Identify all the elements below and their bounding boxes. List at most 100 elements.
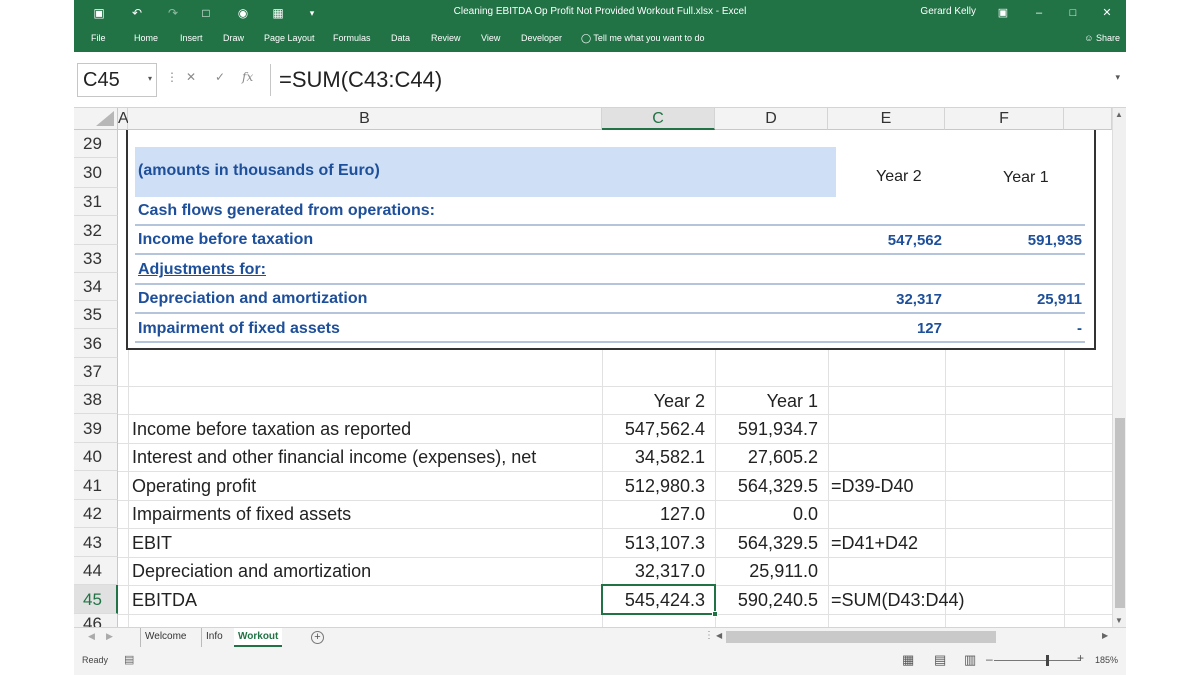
cell-d41[interactable]: 564,329.5 xyxy=(737,476,818,496)
cell-d44[interactable]: 25,911.0 xyxy=(749,561,818,581)
cell-b43[interactable]: EBIT xyxy=(132,533,173,553)
cell-c44[interactable]: 32,317.0 xyxy=(634,561,705,581)
cell-b39[interactable]: Income before taxation as reported xyxy=(132,419,412,439)
column-header-f[interactable]: F xyxy=(945,108,1064,130)
next-sheet-icon[interactable]: ▶ xyxy=(106,631,113,641)
row-header[interactable]: 30 xyxy=(74,158,118,188)
restore-icon[interactable]: □ xyxy=(1069,7,1077,19)
save-icon[interactable]: ▣ xyxy=(93,6,105,20)
cell-b45[interactable]: EBITDA xyxy=(132,590,198,610)
tab-data[interactable]: Data xyxy=(391,33,411,43)
tell-me-search[interactable]: ◯ Tell me what you want to do xyxy=(581,33,704,44)
zoom-slider-thumb[interactable] xyxy=(1046,655,1049,666)
tab-formulas[interactable]: Formulas xyxy=(333,33,371,43)
calculator-icon[interactable]: ▦ xyxy=(272,6,284,20)
chevron-down-icon[interactable]: ▾ xyxy=(147,74,152,83)
minimize-icon[interactable]: – xyxy=(1035,7,1043,19)
row-header[interactable]: 34 xyxy=(74,273,118,301)
cell-d38[interactable]: Year 1 xyxy=(766,391,818,411)
vertical-scroll-thumb[interactable] xyxy=(1115,418,1125,608)
tab-page-layout[interactable]: Page Layout xyxy=(264,33,315,43)
row-header[interactable]: 29 xyxy=(74,130,118,158)
column-header-c[interactable]: C xyxy=(602,108,715,130)
select-all-button[interactable] xyxy=(74,108,118,130)
sheet-tab-info[interactable]: Info xyxy=(201,628,227,647)
sheet-tab-workout[interactable]: Workout xyxy=(234,628,283,647)
cell-c42[interactable]: 127.0 xyxy=(659,504,705,524)
cell-d40[interactable]: 27,605.2 xyxy=(747,447,818,467)
split-handle-icon[interactable]: ⋮ xyxy=(704,630,714,641)
cell-c38[interactable]: Year 2 xyxy=(653,391,705,411)
macro-record-icon[interactable]: ▤ xyxy=(124,654,135,666)
expand-formula-bar-icon[interactable]: ▾ xyxy=(1115,72,1120,82)
row-header[interactable]: 32 xyxy=(74,216,118,245)
cell-b40[interactable]: Interest and other financial income (exp… xyxy=(132,447,537,467)
redo-icon[interactable]: ↷ xyxy=(167,6,179,20)
tab-view[interactable]: View xyxy=(481,33,501,43)
row-header[interactable]: 41 xyxy=(74,471,118,500)
row-header[interactable]: 46 xyxy=(74,614,118,627)
cell-b41[interactable]: Operating profit xyxy=(132,476,257,496)
column-header-b[interactable]: B xyxy=(128,108,602,130)
share-button[interactable]: ☺ Share xyxy=(1084,33,1120,43)
column-header-a[interactable]: A xyxy=(118,108,129,130)
scroll-left-icon[interactable]: ◀ xyxy=(716,631,723,640)
row-header[interactable]: 36 xyxy=(74,329,118,358)
tab-home[interactable]: Home xyxy=(134,33,159,43)
cell-e45[interactable]: =SUM(D43:D44) xyxy=(831,590,965,610)
ribbon-display-icon[interactable]: ▣ xyxy=(997,7,1009,19)
name-box[interactable]: C45 xyxy=(77,63,157,97)
cell-c45[interactable]: 545,424.3 xyxy=(624,590,705,610)
scroll-right-icon[interactable]: ▶ xyxy=(1102,631,1109,640)
horizontal-scroll-thumb[interactable] xyxy=(726,631,996,643)
cell-c39[interactable]: 547,562.4 xyxy=(624,419,705,439)
cell-b42[interactable]: Impairments of fixed assets xyxy=(132,504,352,524)
insert-function-icon[interactable]: fx xyxy=(242,70,254,84)
normal-view-icon[interactable]: ▦ xyxy=(902,652,915,667)
zoom-in-icon[interactable]: + xyxy=(1077,651,1085,665)
close-icon[interactable]: ✕ xyxy=(1102,7,1112,19)
scroll-up-icon[interactable]: ▲ xyxy=(1115,110,1123,119)
tab-review[interactable]: Review xyxy=(431,33,461,43)
row-header[interactable]: 31 xyxy=(74,188,118,216)
cell-b44[interactable]: Depreciation and amortization xyxy=(132,561,372,581)
cell-c41[interactable]: 512,980.3 xyxy=(624,476,705,496)
fill-handle[interactable] xyxy=(712,611,718,617)
row-header[interactable]: 42 xyxy=(74,500,118,528)
customize-toolbar-icon[interactable]: ▾ xyxy=(309,8,315,18)
tab-developer[interactable]: Developer xyxy=(521,33,563,43)
row-header[interactable]: 38 xyxy=(74,386,118,414)
zoom-slider[interactable] xyxy=(994,655,1080,666)
cell-e43[interactable]: =D41+D42 xyxy=(831,533,919,553)
worksheet-grid[interactable]: A B C D E F 29 30 31 32 33 34 35 36 37 3… xyxy=(74,108,1126,627)
tab-draw[interactable]: Draw xyxy=(223,33,245,43)
new-sheet-icon[interactable]: + xyxy=(311,631,324,644)
row-header[interactable]: 44 xyxy=(74,557,118,585)
page-break-view-icon[interactable]: ▥ xyxy=(964,652,977,667)
scroll-down-icon[interactable]: ▼ xyxy=(1115,616,1123,625)
column-header-g[interactable] xyxy=(1064,108,1112,130)
embedded-statement-image[interactable]: (amounts in thousands of Euro) Year 2 Ye… xyxy=(126,130,1096,350)
cell-c43[interactable]: 513,107.3 xyxy=(624,533,705,553)
cell-d43[interactable]: 564,329.5 xyxy=(737,533,818,553)
row-header[interactable]: 40 xyxy=(74,443,118,471)
tab-file[interactable]: File xyxy=(91,33,106,43)
row-header[interactable]: 35 xyxy=(74,301,118,329)
cancel-icon[interactable]: ✕ xyxy=(186,70,197,84)
tab-insert[interactable]: Insert xyxy=(180,33,203,43)
sheet-tab-welcome[interactable]: Welcome xyxy=(140,628,191,647)
row-header[interactable]: 33 xyxy=(74,245,118,273)
user-name[interactable]: Gerard Kelly xyxy=(920,6,976,17)
row-header[interactable]: 39 xyxy=(74,414,118,443)
enter-icon[interactable]: ✓ xyxy=(215,70,226,84)
cell-d39[interactable]: 591,934.7 xyxy=(737,419,818,439)
zoom-level[interactable]: 185% xyxy=(1094,655,1118,665)
cell-d42[interactable]: 0.0 xyxy=(792,504,818,524)
undo-icon[interactable]: ↶ xyxy=(131,6,143,20)
page-layout-view-icon[interactable]: ▤ xyxy=(934,652,947,667)
touch-mode-icon[interactable]: □ xyxy=(202,6,210,20)
row-header[interactable]: 43 xyxy=(74,528,118,557)
column-header-e[interactable]: E xyxy=(828,108,945,130)
row-header[interactable]: 37 xyxy=(74,358,118,386)
cell-e41[interactable]: =D39-D40 xyxy=(831,476,914,496)
